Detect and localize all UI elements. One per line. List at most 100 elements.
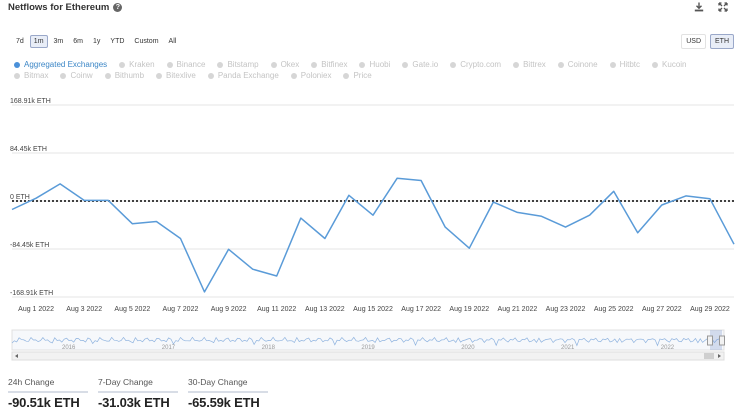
legend-label: Poloniex bbox=[300, 71, 332, 80]
data-point[interactable] bbox=[298, 216, 303, 221]
data-point[interactable] bbox=[371, 213, 376, 218]
legend-item-okex[interactable]: Okex bbox=[270, 60, 300, 70]
data-point[interactable] bbox=[732, 242, 737, 247]
range-button-ytd[interactable]: YTD bbox=[110, 38, 125, 45]
legend-dot-icon bbox=[359, 62, 366, 68]
legend-dot-icon bbox=[609, 62, 616, 68]
navigator-handle[interactable] bbox=[707, 335, 713, 346]
data-point[interactable] bbox=[346, 193, 351, 198]
data-point[interactable] bbox=[515, 210, 520, 215]
legend-dot-icon bbox=[290, 73, 297, 79]
help-icon[interactable]: ? bbox=[113, 3, 123, 12]
data-point[interactable] bbox=[274, 274, 279, 279]
range-button-1y[interactable]: 1y bbox=[93, 38, 101, 45]
legend-item-bithumb[interactable]: Bithumb bbox=[104, 71, 144, 81]
data-point[interactable] bbox=[58, 181, 63, 186]
legend-label: Bitmax bbox=[24, 71, 49, 80]
x-tick-label: Aug 15 2022 bbox=[353, 306, 393, 313]
data-point[interactable] bbox=[322, 236, 327, 241]
x-tick-label: Aug 5 2022 bbox=[114, 306, 150, 313]
stat-24h-change: 24h Change -90.51k ETH bbox=[8, 377, 88, 410]
data-point[interactable] bbox=[467, 246, 472, 251]
legend-item-aggregated-exchanges[interactable]: Aggregated Exchanges bbox=[14, 60, 107, 70]
range-button-custom[interactable]: Custom bbox=[134, 38, 159, 45]
stat-label: 24h Change bbox=[8, 377, 88, 393]
data-point[interactable] bbox=[587, 213, 592, 218]
navigator-scrollbar[interactable] bbox=[11, 351, 725, 361]
legend-item-crypto-com[interactable]: Crypto.com bbox=[450, 60, 501, 70]
data-point[interactable] bbox=[683, 193, 688, 198]
data-point[interactable] bbox=[250, 267, 255, 272]
data-point[interactable] bbox=[563, 225, 568, 230]
scroll-thumb[interactable] bbox=[704, 353, 714, 359]
data-point[interactable] bbox=[34, 196, 39, 201]
navigator-handle[interactable] bbox=[719, 335, 725, 346]
data-point[interactable] bbox=[707, 196, 712, 201]
data-point[interactable] bbox=[443, 225, 448, 230]
legend-label: Panda Exchange bbox=[217, 71, 279, 80]
data-point[interactable] bbox=[10, 207, 15, 212]
navigator-year-label: 2018 bbox=[262, 345, 276, 351]
legend-item-bittrex[interactable]: Bittrex bbox=[513, 60, 546, 70]
fullscreen-icon[interactable] bbox=[718, 2, 728, 12]
legend-item-price[interactable]: Price bbox=[343, 71, 372, 81]
legend-item-coinw[interactable]: Coinw bbox=[60, 71, 93, 81]
navigator-year-label: 2019 bbox=[361, 345, 375, 351]
legend-item-hitbtc[interactable]: Hitbtc bbox=[609, 60, 641, 70]
navigator-year-label: 2017 bbox=[162, 345, 176, 351]
chart-navigator[interactable]: 2016 2017 2018 2019 2020 2021 2022 bbox=[0, 328, 740, 362]
y-tick-label: 168.91k ETH bbox=[10, 98, 51, 105]
stat-value: -31.03k ETH bbox=[98, 395, 170, 410]
data-point[interactable] bbox=[491, 200, 496, 205]
data-point[interactable] bbox=[419, 178, 424, 183]
legend-item-bitstamp[interactable]: Bitstamp bbox=[217, 60, 259, 70]
legend-label: Hitbtc bbox=[619, 60, 641, 69]
range-button-all[interactable]: All bbox=[168, 38, 177, 45]
legend-item-kucoin[interactable]: Kucoin bbox=[652, 60, 687, 70]
data-point[interactable] bbox=[226, 247, 231, 252]
legend-item-poloniex[interactable]: Poloniex bbox=[290, 71, 332, 81]
data-point[interactable] bbox=[539, 214, 544, 219]
legend-item-binance[interactable]: Binance bbox=[166, 60, 205, 70]
legend-item-coinone[interactable]: Coinone bbox=[557, 60, 598, 70]
legend-label: Bittrex bbox=[523, 60, 546, 69]
download-icon[interactable] bbox=[694, 2, 704, 12]
range-button-3m[interactable]: 3m bbox=[53, 38, 64, 45]
stat-value: -90.51k ETH bbox=[8, 395, 80, 410]
unit-button-eth[interactable]: ETH bbox=[710, 34, 734, 49]
navigator-year-label: 2016 bbox=[62, 345, 76, 351]
scroll-left-icon[interactable] bbox=[15, 354, 18, 358]
data-point[interactable] bbox=[154, 219, 159, 224]
legend-item-kraken[interactable]: Kraken bbox=[119, 60, 155, 70]
legend-item-bitexlive[interactable]: Bitexlive bbox=[156, 71, 196, 81]
netflow-line-chart: 168.91k ETH 84.45k ETH 0 ETH -84.45k ETH -16… bbox=[10, 98, 737, 313]
data-point[interactable] bbox=[659, 202, 664, 207]
data-point[interactable] bbox=[130, 221, 135, 226]
legend-item-huobi[interactable]: Huobi bbox=[359, 60, 390, 70]
range-button-7d[interactable]: 7d bbox=[16, 38, 24, 45]
legend-label: Okex bbox=[280, 60, 300, 69]
series-line-aggregated-exchanges[interactable] bbox=[11, 177, 735, 293]
data-point[interactable] bbox=[635, 230, 640, 235]
data-point[interactable] bbox=[611, 189, 616, 194]
x-tick-label: Aug 11 2022 bbox=[257, 306, 296, 313]
legend-item-gate-io[interactable]: Gate.io bbox=[402, 60, 438, 70]
range-button-6m[interactable]: 6m bbox=[73, 38, 83, 45]
legend-label: Huobi bbox=[369, 60, 391, 69]
range-button-1m[interactable]: 1m bbox=[29, 35, 48, 48]
legend-dot-icon bbox=[104, 73, 111, 79]
chart-title-text: Netflows for Ethereum bbox=[8, 2, 110, 13]
data-point[interactable] bbox=[395, 176, 400, 181]
data-point[interactable] bbox=[202, 289, 207, 294]
legend-label: Price bbox=[353, 71, 372, 80]
chart-toolbar bbox=[694, 2, 728, 12]
legend-item-bitmax[interactable]: Bitmax bbox=[14, 71, 48, 81]
data-point[interactable] bbox=[82, 198, 87, 203]
range-selector: 7d 1m 3m 6m 1y YTD Custom All bbox=[12, 35, 180, 48]
legend-item-bitfinex[interactable]: Bitfinex bbox=[311, 60, 347, 70]
scroll-right-icon[interactable] bbox=[718, 354, 721, 358]
data-point[interactable] bbox=[178, 236, 183, 241]
data-point[interactable] bbox=[106, 198, 111, 203]
legend-item-panda-exchange[interactable]: Panda Exchange bbox=[207, 71, 279, 81]
unit-button-usd[interactable]: USD bbox=[681, 34, 706, 49]
